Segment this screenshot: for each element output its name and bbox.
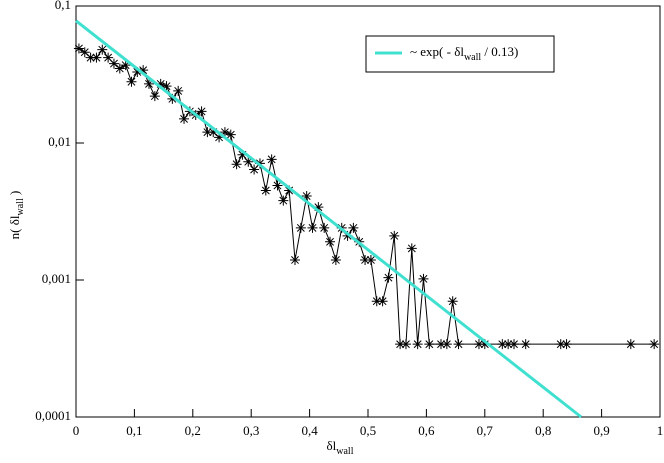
asterisk-marker (290, 254, 300, 265)
asterisk-marker (249, 164, 260, 175)
x-tick-label: 0 (73, 423, 80, 438)
asterisk-marker (497, 339, 508, 350)
y-tick-label: 0,0001 (35, 408, 71, 423)
asterisk-marker (365, 254, 376, 265)
asterisk-marker (144, 78, 154, 89)
asterisk-marker (97, 44, 108, 55)
asterisk-marker (348, 222, 359, 233)
x-tick-label: 0,3 (243, 423, 259, 438)
x-tick-label: 0,5 (360, 423, 376, 438)
y-tick-label: 0,001 (42, 271, 71, 286)
asterisk-marker (138, 65, 149, 76)
asterisk-marker (436, 339, 446, 350)
x-tick-label: 0,4 (301, 423, 318, 438)
asterisk-marker (208, 127, 219, 138)
asterisk-marker (400, 339, 411, 350)
asterisk-marker (371, 296, 382, 307)
asterisk-marker (406, 243, 417, 254)
asterisk-marker (85, 52, 96, 63)
asterisk-marker (231, 159, 242, 170)
asterisk-marker (179, 113, 190, 124)
legend-label-part: / 0.13) (481, 44, 518, 59)
asterisk-marker (120, 60, 131, 71)
asterisk-marker (473, 339, 484, 350)
asterisk-marker (319, 222, 330, 233)
asterisk-marker (108, 58, 119, 69)
x-axis-label: δlwall (327, 438, 354, 457)
asterisk-marker (649, 339, 660, 350)
x-tick-label: 0,1 (126, 423, 142, 438)
asterisk-marker (266, 154, 277, 165)
asterisk-marker (272, 180, 283, 191)
asterisk-marker (625, 339, 636, 350)
asterisk-marker (202, 127, 213, 138)
asterisk-marker (503, 339, 514, 350)
series-line (75, 19, 583, 419)
x-tick-label: 0,2 (185, 423, 201, 438)
y-tick-label: 0,1 (55, 0, 71, 12)
asterisk-marker (395, 339, 406, 350)
asterisk-marker (453, 339, 464, 350)
asterisk-marker (520, 339, 531, 350)
asterisk-marker (342, 230, 353, 241)
asterisk-marker (441, 339, 452, 350)
asterisk-marker (149, 91, 160, 102)
asterisk-marker (479, 339, 490, 350)
x-tick-label: 0,7 (477, 423, 494, 438)
asterisk-marker (284, 185, 295, 196)
asterisk-marker (196, 106, 207, 117)
series-line (78, 48, 655, 345)
asterisk-marker (214, 132, 225, 143)
asterisk-marker (278, 195, 289, 206)
x-tick-label: 0,9 (593, 423, 609, 438)
asterisk-marker (307, 222, 318, 233)
asterisk-marker (73, 43, 84, 54)
asterisk-marker (155, 78, 166, 89)
asterisk-marker (313, 202, 324, 213)
asterisk-marker (330, 254, 341, 265)
asterisk-marker (243, 156, 254, 167)
legend-label-part: ~ exp( - δl (410, 44, 464, 59)
y-tick-label: 0,01 (48, 134, 71, 149)
asterisk-marker (91, 52, 102, 63)
x-tick-label: 0,8 (535, 423, 551, 438)
legend-label-part: wall (464, 52, 481, 63)
asterisk-marker (114, 63, 125, 74)
asterisk-marker (126, 76, 137, 87)
asterisk-marker (301, 191, 312, 202)
asterisk-marker (509, 339, 519, 350)
y-axis-label: n( δlwall ) (7, 191, 26, 240)
asterisk-marker (424, 339, 435, 350)
asterisk-marker (167, 93, 178, 104)
asterisk-marker (237, 149, 248, 160)
asterisk-marker (225, 129, 236, 140)
asterisk-marker (555, 339, 566, 350)
asterisk-marker (389, 230, 400, 241)
asterisk-marker (561, 339, 572, 350)
legend-label: ~ exp( - δlwall / 0.13) (410, 44, 518, 63)
asterisk-marker (79, 47, 90, 58)
asterisk-marker (383, 272, 394, 283)
asterisk-marker (103, 52, 114, 63)
asterisk-marker (295, 222, 306, 233)
asterisk-marker (260, 185, 271, 196)
asterisk-marker (161, 81, 172, 92)
asterisk-marker (132, 66, 143, 77)
asterisk-marker (360, 254, 371, 265)
x-tick-label: 0,6 (418, 423, 435, 438)
asterisk-marker (412, 339, 423, 350)
asterisk-marker (325, 236, 336, 247)
x-tick-label: 1 (657, 423, 664, 438)
asterisk-marker (377, 296, 388, 307)
asterisk-marker (219, 127, 230, 138)
asterisk-marker (418, 273, 429, 284)
asterisk-marker (447, 296, 458, 307)
asterisk-marker (173, 85, 184, 96)
